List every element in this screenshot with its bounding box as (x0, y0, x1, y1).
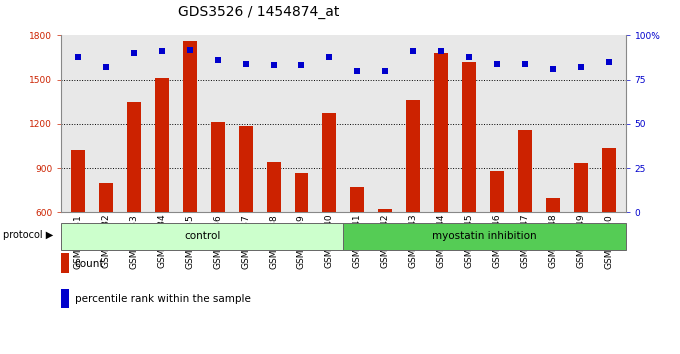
Bar (267, 162, 281, 212)
Bar (99, 183, 113, 212)
Bar (155, 78, 169, 212)
Point (464, 54, 475, 59)
Point (212, 57, 223, 63)
Point (436, 48, 447, 54)
Bar (322, 113, 337, 212)
Point (156, 48, 167, 54)
Point (520, 61, 530, 67)
Point (575, 64, 586, 70)
Point (408, 48, 419, 54)
Point (547, 66, 558, 72)
Bar (350, 187, 364, 212)
Bar (61, 223, 343, 250)
Bar (378, 210, 392, 212)
Text: protocol ▶: protocol ▶ (3, 230, 54, 240)
Text: percentile rank within the sample: percentile rank within the sample (75, 294, 251, 304)
Bar (343, 223, 626, 250)
Bar (518, 130, 532, 212)
Bar (183, 41, 197, 212)
Point (380, 68, 391, 74)
Point (101, 64, 112, 70)
Bar (490, 171, 504, 212)
Point (296, 63, 307, 68)
Bar (546, 198, 560, 212)
Point (352, 68, 363, 74)
Text: GDS3526 / 1454874_at: GDS3526 / 1454874_at (177, 5, 339, 19)
Bar (71, 150, 85, 212)
Point (268, 63, 279, 68)
Bar (602, 148, 616, 212)
Bar (435, 53, 448, 212)
Point (129, 50, 139, 56)
Bar (294, 172, 309, 212)
Text: myostatin inhibition: myostatin inhibition (432, 231, 537, 241)
Point (492, 61, 503, 67)
Point (73, 54, 84, 59)
Bar (239, 126, 252, 212)
Text: control: control (184, 231, 220, 241)
Text: count: count (75, 259, 104, 269)
Point (184, 47, 195, 52)
Bar (211, 122, 224, 212)
Point (324, 54, 335, 59)
Point (240, 61, 251, 67)
Bar (406, 100, 420, 212)
Point (603, 59, 614, 65)
Bar (127, 102, 141, 212)
Bar (574, 163, 588, 212)
Bar (462, 62, 476, 212)
